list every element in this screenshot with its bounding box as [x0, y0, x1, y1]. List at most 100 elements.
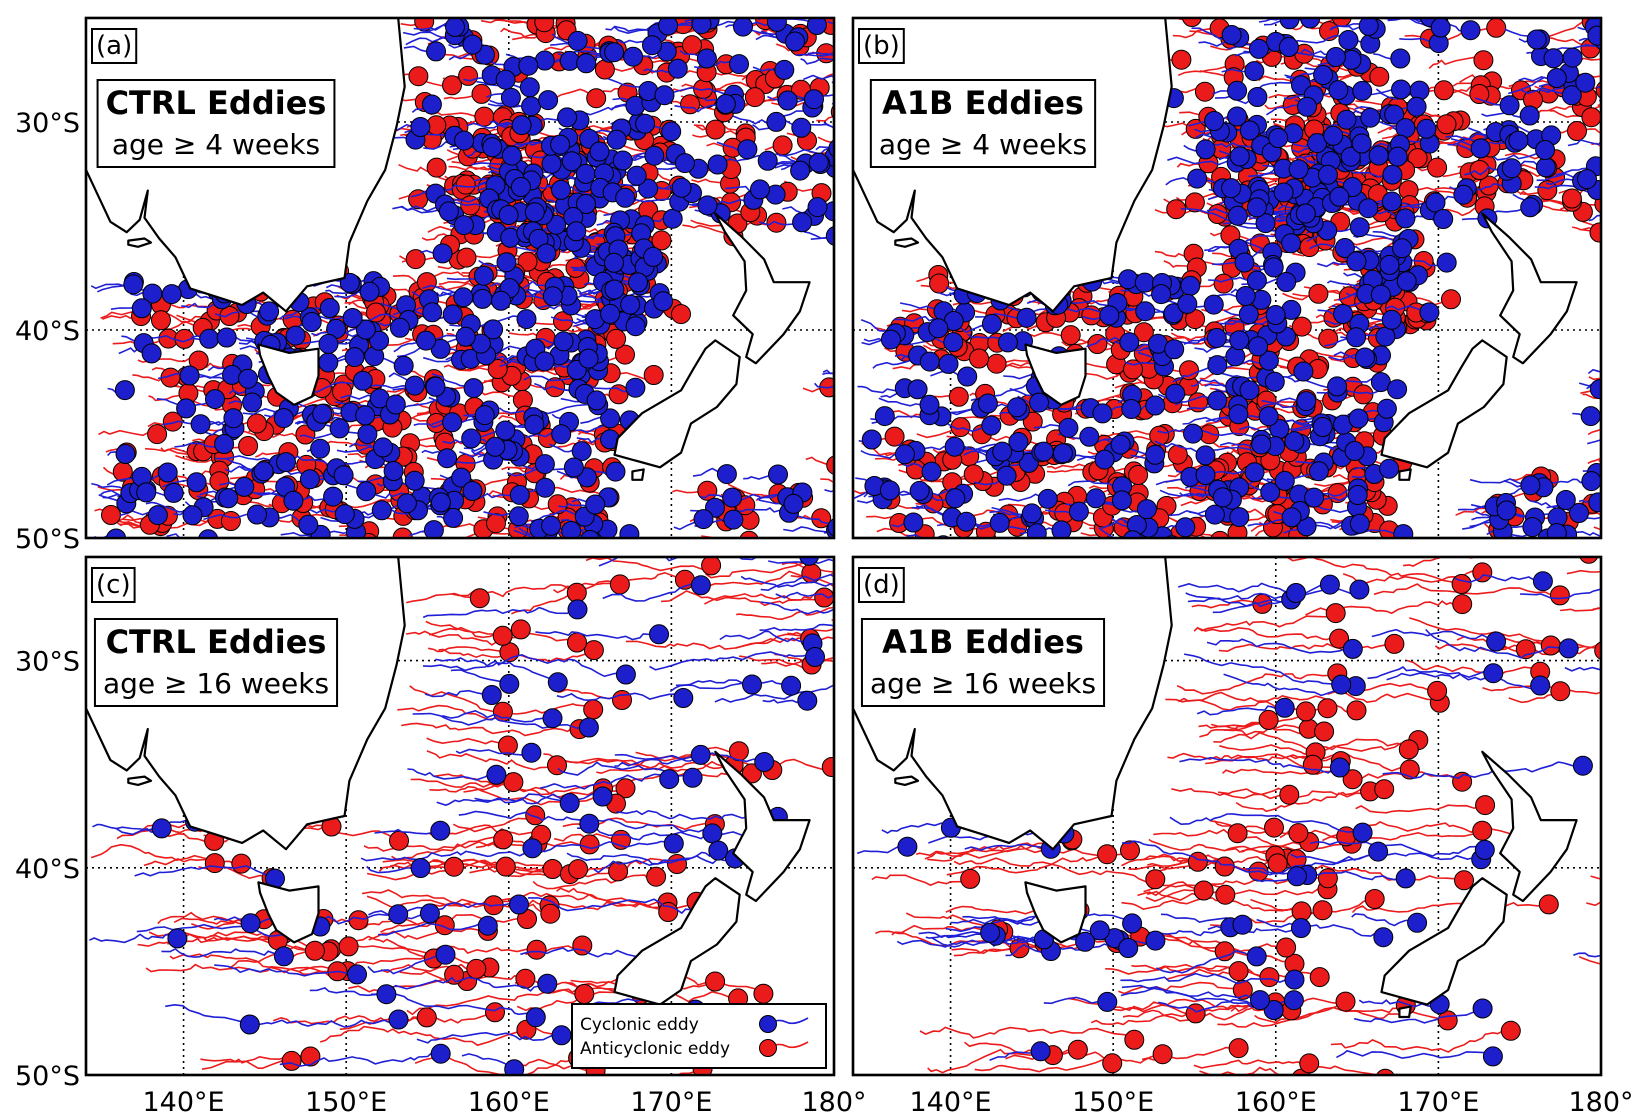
cyclonic-eddy-marker — [1273, 182, 1294, 203]
lon-tick-label: 180° — [801, 1087, 866, 1118]
tasmania-coastline — [1024, 343, 1087, 406]
panel-letter-box — [91, 567, 136, 603]
anticyclonic-eddy-track — [380, 963, 477, 974]
legend-label-anticyclonic: Anticyclonic eddy — [580, 1039, 730, 1059]
cyclonic-eddy-track — [1196, 705, 1285, 716]
anticyclonic-eddy-track — [137, 356, 199, 363]
anticyclonic-eddy-marker — [300, 1046, 321, 1067]
anticyclonic-eddy-marker — [821, 757, 834, 777]
cyclonic-eddy-marker — [1085, 488, 1106, 509]
cyclonic-eddy-marker — [1612, 129, 1631, 148]
cyclonic-eddy-track — [1285, 375, 1338, 389]
anticyclonic-eddy-marker — [1384, 633, 1405, 654]
lat-tick-label: 30°S — [15, 647, 80, 678]
panel-subtitle: age ≥ 16 weeks — [870, 667, 1096, 700]
cyclonic-eddy-marker — [376, 984, 397, 1005]
cyclonic-eddy-marker — [511, 115, 532, 136]
cyclonic-eddy-marker — [1248, 38, 1269, 59]
anticyclonic-eddy-marker — [1595, 81, 1601, 99]
anticyclonic-eddy-marker — [547, 494, 568, 515]
cyclonic-eddy-marker — [943, 332, 964, 353]
anticyclonic-eddy-marker — [1567, 121, 1587, 141]
cyclonic-eddy-track — [762, 698, 808, 704]
anticyclonic-eddy-marker — [469, 588, 490, 609]
cyclonic-eddy-track — [1303, 870, 1406, 881]
cyclonic-eddy-marker — [938, 353, 959, 374]
cyclonic-eddy-track — [1167, 156, 1237, 166]
legend-marker-anticyclonic — [759, 1039, 777, 1057]
anticyclonic-eddy-marker — [281, 1050, 302, 1071]
anticyclonic-eddy-marker — [1561, 188, 1582, 209]
cyclonic-eddy-track — [1256, 918, 1384, 938]
cyclonic-eddy-marker — [1327, 376, 1348, 397]
cyclonic-eddy-marker — [453, 215, 474, 236]
anticyclonic-eddy-marker — [474, 106, 495, 127]
cyclonic-eddy-marker — [179, 365, 200, 386]
anticyclonic-eddy-track — [1121, 897, 1302, 913]
anticyclonic-eddy-track — [807, 537, 810, 538]
anticyclonic-eddy-marker — [416, 272, 437, 293]
anticyclonic-eddy-marker — [246, 413, 267, 434]
anticyclonic-eddy-marker — [1629, 190, 1642, 209]
cyclonic-eddy-track — [136, 922, 251, 933]
cyclonic-eddy-marker — [1229, 330, 1250, 351]
cyclonic-eddy-marker — [435, 944, 456, 965]
cyclonic-eddy-marker — [1612, 93, 1631, 112]
anticyclonic-eddy-marker — [874, 539, 893, 558]
cyclonic-eddy-marker — [1227, 106, 1248, 127]
anticyclonic-eddy-track — [1193, 612, 1336, 632]
cyclonic-eddy-marker — [662, 208, 683, 229]
cyclonic-eddy-marker — [696, 48, 717, 69]
cyclonic-eddy-marker — [510, 177, 531, 197]
cyclonic-eddy-marker — [661, 121, 682, 142]
cyclonic-eddy-marker — [1033, 441, 1054, 462]
cyclonic-eddy-track — [145, 501, 193, 517]
cyclonic-eddy-marker — [879, 480, 900, 501]
cyclonic-eddy-marker — [589, 141, 610, 162]
cyclonic-eddy-track — [1007, 304, 1056, 315]
anticyclonic-eddy-track — [1218, 643, 1395, 653]
cyclonic-eddy-track — [1174, 395, 1218, 406]
anticyclonic-eddy-marker — [1213, 273, 1234, 294]
cyclonic-eddy-marker — [509, 894, 529, 915]
cyclonic-eddy-marker — [537, 973, 558, 994]
anticyclonic-eddy-track — [1582, 393, 1601, 400]
cyclonic-eddy-marker — [522, 838, 543, 859]
cyclonic-eddy-marker — [586, 390, 607, 411]
cyclonic-eddy-marker — [1334, 238, 1355, 258]
cyclonic-eddy-track — [768, 558, 834, 565]
anticyclonic-eddy-marker — [485, 1002, 505, 1023]
anticyclonic-eddy-marker — [497, 735, 518, 756]
cyclonic-eddy-marker — [1058, 417, 1079, 438]
anticyclonic-eddy-track — [143, 858, 216, 867]
cyclonic-eddy-marker — [550, 134, 571, 155]
anticyclonic-eddy-marker — [1124, 1029, 1145, 1050]
cyclonic-eddy-marker — [1260, 482, 1281, 503]
panel-border — [851, 16, 1603, 540]
cyclonic-eddy-marker — [1207, 355, 1228, 376]
cyclonic-eddy-track — [1122, 840, 1298, 878]
anticyclonic-eddy-marker — [547, 755, 567, 776]
anticyclonic-eddy-marker — [1184, 192, 1205, 213]
cyclonic-eddy-marker — [1611, 505, 1630, 524]
cyclonic-eddy-marker — [1530, 675, 1551, 696]
cyclonic-eddy-marker — [658, 18, 679, 36]
anticyclonic-eddy-marker — [1299, 1053, 1320, 1074]
anticyclonic-eddy-track — [919, 1026, 1135, 1041]
anticyclonic-eddy-track — [1598, 459, 1601, 463]
cyclonic-eddy-marker — [482, 137, 503, 158]
cyclonic-eddy-marker — [919, 394, 940, 415]
cyclonic-eddy-marker — [1352, 80, 1373, 101]
cyclonic-eddy-marker — [416, 330, 436, 351]
cyclonic-eddy-track — [1155, 950, 1257, 974]
anticyclonic-eddy-marker — [832, 153, 834, 165]
cyclonic-eddy-marker — [1587, 25, 1601, 46]
cyclonic-eddy-marker — [182, 505, 203, 526]
cyclonic-eddy-marker — [1532, 571, 1553, 592]
legend-label-cyclonic: Cyclonic eddy — [580, 1015, 699, 1035]
anticyclonic-eddy-track — [953, 857, 1156, 883]
cyclonic-eddy-marker — [1474, 839, 1495, 860]
cyclonic-eddy-marker — [1204, 111, 1225, 131]
anticyclonic-eddy-track — [1330, 1029, 1511, 1053]
